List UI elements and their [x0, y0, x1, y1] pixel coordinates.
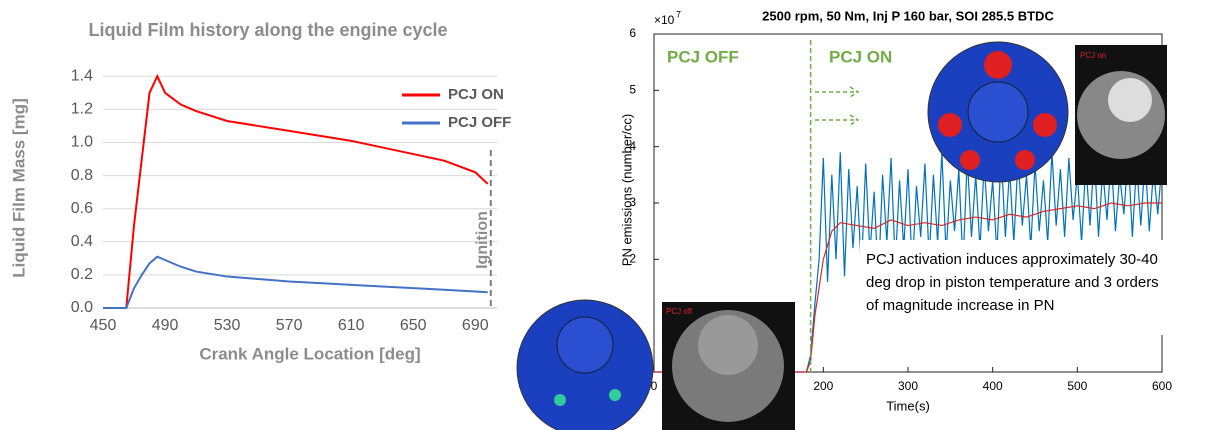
series-line [103, 73, 489, 309]
note-box [860, 240, 1210, 335]
annotation-pcj-off: PCJ OFF [667, 47, 739, 66]
y-axis-label: PN emissions (number/cc) [619, 114, 634, 266]
arrow [815, 86, 860, 98]
x-tick-label: 0 [651, 379, 658, 393]
y-tick-label: 1.4 [71, 67, 93, 84]
arrow [815, 114, 860, 126]
x-tick-label: 650 [400, 317, 427, 334]
axis-multiplier: ×10 [654, 13, 675, 27]
y-tick-label: 0.8 [71, 167, 93, 184]
x-tick-label: 400 [983, 379, 1003, 393]
y-tick-label: 0.0 [71, 299, 93, 316]
x-tick-label: 450 [90, 317, 117, 334]
y-tick-label: 4 [629, 139, 636, 153]
x-tick-label: 570 [276, 317, 303, 334]
y-tick-label: 5 [629, 83, 636, 97]
ignition-label: Ignition [474, 211, 491, 269]
legend-label: PCJ ON [448, 86, 504, 103]
x-tick-label: 500 [1067, 379, 1087, 393]
y-axis-label: Liquid Film Mass [mg] [9, 98, 28, 277]
x-tick-label: 200 [813, 379, 833, 393]
y-tick-label: 2 [629, 252, 636, 266]
x-axis-label: Crank Angle Location [deg] [199, 344, 420, 363]
camera-image-bottom [662, 302, 795, 430]
x-tick-label: 530 [214, 317, 241, 334]
y-tick-label: 1.0 [71, 134, 93, 151]
piston-render-top [927, 41, 1069, 183]
image-label: PCJ off [666, 307, 693, 316]
note-text: PCJ activation induces approximately 30-… [866, 251, 1158, 268]
image-label: PCJ on [1080, 51, 1106, 60]
chart-title: Liquid Film history along the engine cyc… [88, 20, 447, 40]
series-line [654, 202, 1162, 373]
y-tick-label: 0.2 [71, 266, 93, 283]
piston-render-bottom [516, 299, 654, 430]
plot: 2 3 4 5 6 0 200 300 400 500 600 2500 rpm, 50 Nm, In… [619, 8, 1210, 413]
note-text: deg drop in piston temperature and 3 ord… [866, 274, 1159, 291]
note-text: of magnitude increase in PN [866, 297, 1054, 314]
annotation-pcj-on: PCJ ON [829, 47, 892, 66]
y-tick-label: 6 [629, 26, 636, 40]
axis-multiplier-exponent: 7 [676, 9, 681, 19]
chart-title: 2500 rpm, 50 Nm, Inj P 160 bar, SOI 285.… [762, 8, 1054, 23]
y-tick-label: 0.6 [71, 200, 93, 217]
y-tick-label: 0.4 [71, 233, 93, 250]
images [516, 41, 1167, 430]
x-tick-label: 600 [1152, 379, 1172, 393]
x-tick-label: 300 [898, 379, 918, 393]
x-axis-label: Time(s) [886, 398, 930, 413]
series-line [103, 255, 488, 309]
y-tick-label: 3 [629, 195, 636, 209]
x-tick-label: 610 [338, 317, 365, 334]
x-tick-label: 690 [462, 317, 489, 334]
y-tick-label: 1.2 [71, 101, 93, 118]
x-tick-label: 490 [152, 317, 179, 334]
legend-label: PCJ OFF [448, 114, 511, 131]
plot: 0.0 0.2 0.4 0.6 0.8 1.0 1.2 1.4 450 490 530 570 610 6… [9, 20, 511, 364]
camera-image-top [1075, 45, 1167, 185]
